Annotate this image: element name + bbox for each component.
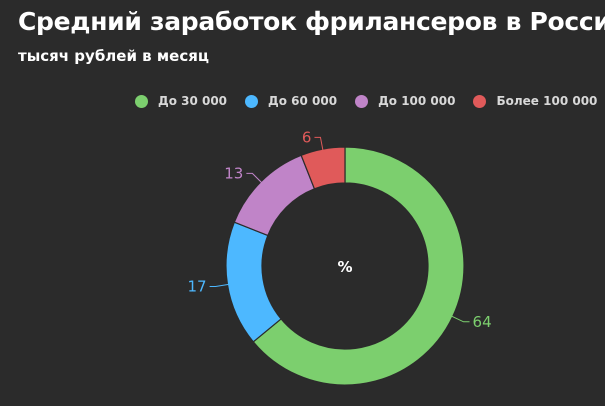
- legend-item-1[interactable]: До 60 000: [245, 94, 337, 108]
- slice-3[interactable]: [300, 146, 346, 190]
- slice-0[interactable]: [252, 146, 465, 386]
- legend-label-2: До 100 000: [378, 94, 456, 108]
- data-labels: 64 17 13 6: [188, 128, 492, 330]
- slice-1[interactable]: [225, 221, 282, 343]
- label-leader-lines: [209, 136, 470, 323]
- legend-label-1: До 60 000: [268, 94, 338, 108]
- leader-line-1: [209, 283, 230, 287]
- center-label: %: [337, 258, 352, 276]
- slice-2[interactable]: [233, 154, 316, 237]
- leader-line-2: [246, 172, 263, 184]
- data-label-3: 6: [302, 128, 312, 146]
- legend-marker-2: [355, 94, 369, 108]
- data-label-1: 17: [188, 277, 207, 295]
- chart-subtitle: тысяч рублей в месяц: [18, 47, 209, 65]
- data-label-0: 64: [473, 313, 492, 331]
- legend-label-0: До 30 000: [158, 94, 228, 108]
- legend-item-2[interactable]: До 100 000: [355, 94, 455, 108]
- legend-marker-3: [473, 94, 487, 108]
- legend-marker-1: [245, 94, 259, 108]
- data-label-2: 13: [224, 164, 243, 182]
- legend-label-3: Более 100 000: [496, 94, 598, 108]
- leader-line-3: [314, 136, 324, 152]
- legend-marker-0: [135, 94, 148, 108]
- legend-item-3[interactable]: Более 100 000: [473, 94, 597, 108]
- leader-line-0: [450, 315, 470, 323]
- legend-item-0[interactable]: До 30 000: [135, 94, 227, 108]
- donut-slices: [225, 146, 465, 386]
- legend: До 30 000 До 60 000 До 100 000 Более 100…: [135, 94, 605, 108]
- chart-title: Средний заработок фрилансеров в России: [18, 7, 605, 36]
